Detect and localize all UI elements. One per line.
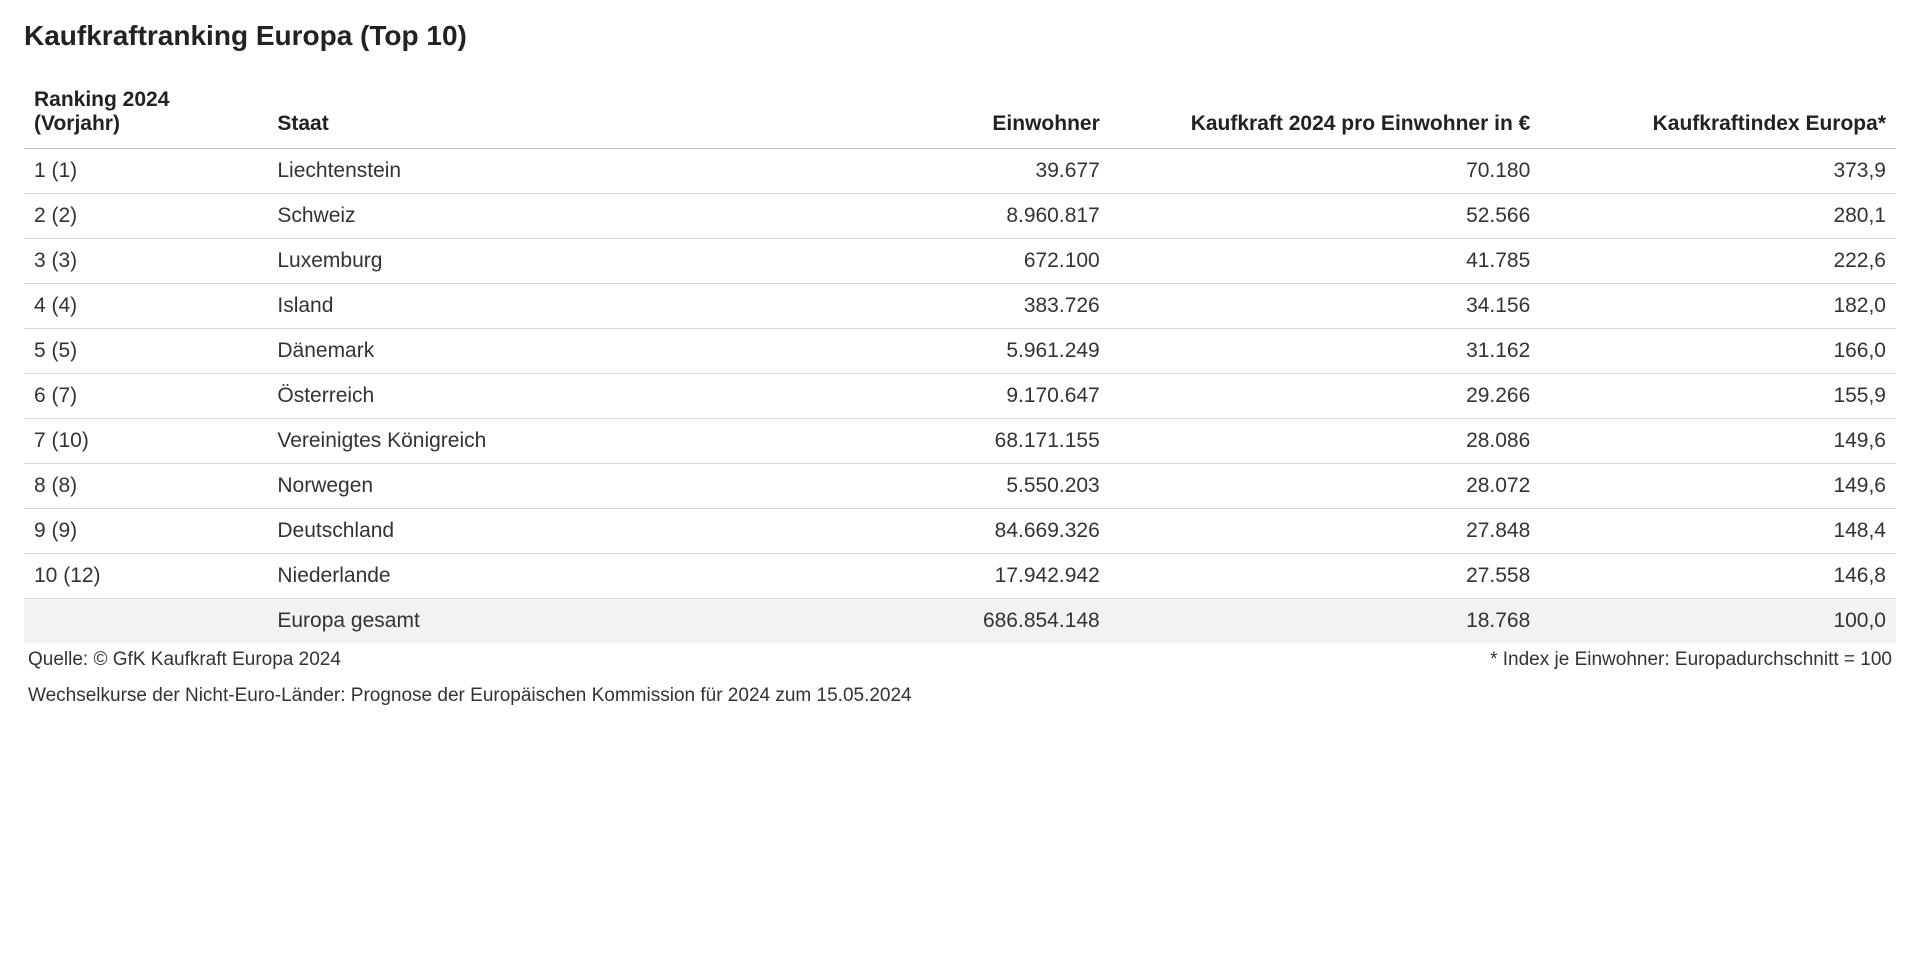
table-total-row: Europa gesamt686.854.14818.768100,0 bbox=[24, 599, 1896, 644]
cell-kk: 31.162 bbox=[1110, 329, 1541, 374]
ranking-table: Ranking 2024 (Vorjahr)StaatEinwohnerKauf… bbox=[24, 80, 1896, 643]
cell-state: Deutschland bbox=[267, 509, 772, 554]
cell-rank: 1 (1) bbox=[24, 149, 267, 194]
cell-state: Schweiz bbox=[267, 194, 772, 239]
cell-pop: 672.100 bbox=[773, 239, 1110, 284]
cell-pop: 383.726 bbox=[773, 284, 1110, 329]
footer-row: Quelle: © GfK Kaufkraft Europa 2024 * In… bbox=[24, 649, 1896, 671]
cell-pop: 17.942.942 bbox=[773, 554, 1110, 599]
page-title: Kaufkraftranking Europa (Top 10) bbox=[24, 20, 1896, 52]
col-header-kk: Kaufkraft 2024 pro Einwohner in € bbox=[1110, 80, 1541, 149]
cell-rank: 9 (9) bbox=[24, 509, 267, 554]
cell-kk: 34.156 bbox=[1110, 284, 1541, 329]
total-cell-rank bbox=[24, 599, 267, 644]
total-cell-idx: 100,0 bbox=[1540, 599, 1896, 644]
table-row: 3 (3)Luxemburg672.10041.785222,6 bbox=[24, 239, 1896, 284]
cell-idx: 280,1 bbox=[1540, 194, 1896, 239]
table-row: 4 (4)Island383.72634.156182,0 bbox=[24, 284, 1896, 329]
table-row: 5 (5)Dänemark5.961.24931.162166,0 bbox=[24, 329, 1896, 374]
cell-pop: 39.677 bbox=[773, 149, 1110, 194]
table-row: 8 (8)Norwegen5.550.20328.072149,6 bbox=[24, 464, 1896, 509]
cell-pop: 5.961.249 bbox=[773, 329, 1110, 374]
cell-idx: 373,9 bbox=[1540, 149, 1896, 194]
table-row: 6 (7)Österreich9.170.64729.266155,9 bbox=[24, 374, 1896, 419]
cell-kk: 28.072 bbox=[1110, 464, 1541, 509]
cell-idx: 149,6 bbox=[1540, 419, 1896, 464]
cell-rank: 7 (10) bbox=[24, 419, 267, 464]
cell-kk: 52.566 bbox=[1110, 194, 1541, 239]
cell-rank: 6 (7) bbox=[24, 374, 267, 419]
col-header-pop: Einwohner bbox=[773, 80, 1110, 149]
cell-rank: 4 (4) bbox=[24, 284, 267, 329]
cell-rank: 5 (5) bbox=[24, 329, 267, 374]
table-row: 7 (10)Vereinigtes Königreich68.171.15528… bbox=[24, 419, 1896, 464]
total-cell-kk: 18.768 bbox=[1110, 599, 1541, 644]
cell-pop: 9.170.647 bbox=[773, 374, 1110, 419]
table-header-row: Ranking 2024 (Vorjahr)StaatEinwohnerKauf… bbox=[24, 80, 1896, 149]
cell-idx: 182,0 bbox=[1540, 284, 1896, 329]
cell-rank: 3 (3) bbox=[24, 239, 267, 284]
cell-state: Norwegen bbox=[267, 464, 772, 509]
cell-state: Liechtenstein bbox=[267, 149, 772, 194]
table-row: 9 (9)Deutschland84.669.32627.848148,4 bbox=[24, 509, 1896, 554]
cell-rank: 2 (2) bbox=[24, 194, 267, 239]
index-note: * Index je Einwohner: Europadurchschnitt… bbox=[1490, 649, 1892, 671]
cell-kk: 27.558 bbox=[1110, 554, 1541, 599]
cell-idx: 166,0 bbox=[1540, 329, 1896, 374]
cell-pop: 68.171.155 bbox=[773, 419, 1110, 464]
cell-state: Dänemark bbox=[267, 329, 772, 374]
cell-kk: 41.785 bbox=[1110, 239, 1541, 284]
total-cell-state: Europa gesamt bbox=[267, 599, 772, 644]
cell-rank: 10 (12) bbox=[24, 554, 267, 599]
cell-state: Vereinigtes Königreich bbox=[267, 419, 772, 464]
table-row: 1 (1)Liechtenstein39.67770.180373,9 bbox=[24, 149, 1896, 194]
cell-kk: 28.086 bbox=[1110, 419, 1541, 464]
cell-kk: 29.266 bbox=[1110, 374, 1541, 419]
table-row: 2 (2)Schweiz8.960.81752.566280,1 bbox=[24, 194, 1896, 239]
col-header-idx: Kaufkraftindex Europa* bbox=[1540, 80, 1896, 149]
cell-pop: 8.960.817 bbox=[773, 194, 1110, 239]
cell-pop: 84.669.326 bbox=[773, 509, 1110, 554]
fx-note: Wechselkurse der Nicht-Euro-Länder: Prog… bbox=[24, 685, 1896, 707]
cell-state: Island bbox=[267, 284, 772, 329]
cell-idx: 222,6 bbox=[1540, 239, 1896, 284]
cell-kk: 70.180 bbox=[1110, 149, 1541, 194]
cell-rank: 8 (8) bbox=[24, 464, 267, 509]
source-note: Quelle: © GfK Kaufkraft Europa 2024 bbox=[28, 649, 341, 671]
cell-idx: 148,4 bbox=[1540, 509, 1896, 554]
total-cell-pop: 686.854.148 bbox=[773, 599, 1110, 644]
cell-kk: 27.848 bbox=[1110, 509, 1541, 554]
cell-idx: 155,9 bbox=[1540, 374, 1896, 419]
col-header-state: Staat bbox=[267, 80, 772, 149]
col-header-rank: Ranking 2024 (Vorjahr) bbox=[24, 80, 267, 149]
cell-state: Niederlande bbox=[267, 554, 772, 599]
table-row: 10 (12)Niederlande17.942.94227.558146,8 bbox=[24, 554, 1896, 599]
cell-state: Österreich bbox=[267, 374, 772, 419]
cell-idx: 149,6 bbox=[1540, 464, 1896, 509]
cell-idx: 146,8 bbox=[1540, 554, 1896, 599]
cell-pop: 5.550.203 bbox=[773, 464, 1110, 509]
cell-state: Luxemburg bbox=[267, 239, 772, 284]
